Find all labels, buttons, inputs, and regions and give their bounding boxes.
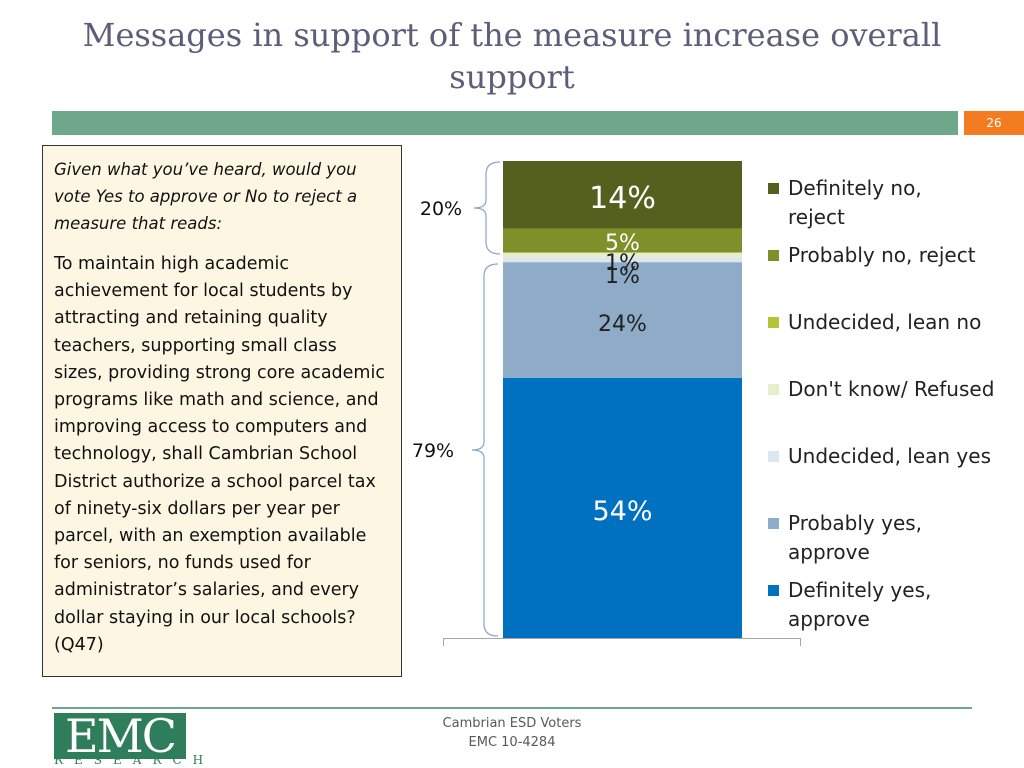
question-prompt: Given what you’ve heard, would you vote … bbox=[54, 160, 358, 233]
data-label: 1% bbox=[605, 251, 640, 276]
logo-research-text: RESEARCH bbox=[54, 753, 215, 767]
legend-label-probably-yes-approve: Probably yes, approve bbox=[788, 511, 922, 564]
bracket-label-reject: 20% bbox=[420, 198, 462, 220]
bar-segment-undecided-lean-yes bbox=[503, 257, 742, 263]
bar-segment-definitely-no-reject bbox=[503, 161, 742, 229]
footer-divider bbox=[52, 707, 972, 709]
measure-text: To maintain high academic achievement fo… bbox=[54, 254, 385, 655]
legend-label-definitely-no-reject: Definitely no, reject bbox=[788, 176, 922, 229]
bracket-label-approve: 79% bbox=[412, 440, 454, 462]
data-label: 14% bbox=[589, 181, 656, 216]
legend-swatch-definitely-yes-approve bbox=[768, 585, 779, 596]
legend-swatch-undecided-lean-yes bbox=[768, 451, 779, 462]
logo-emc-text: EMC bbox=[54, 713, 186, 759]
data-label: 1% bbox=[605, 264, 640, 289]
legend-swatch-don-t-know-refused bbox=[768, 384, 779, 395]
question-box: Given what you’ve heard, would you vote … bbox=[42, 145, 402, 677]
bar-segment-probably-no-reject bbox=[503, 228, 742, 253]
data-label: 24% bbox=[598, 312, 647, 337]
page-number: 26 bbox=[964, 111, 1024, 135]
legend-label-probably-no-reject: Probably no, reject bbox=[788, 243, 976, 267]
bar-segment-probably-yes-approve bbox=[503, 262, 742, 378]
footer-line-1: Cambrian ESD Voters bbox=[442, 716, 582, 731]
footer-line-2: EMC 10-4284 bbox=[468, 735, 556, 750]
title-divider-bar bbox=[52, 111, 958, 135]
legend-swatch-probably-no-reject bbox=[768, 250, 779, 261]
data-label: 5% bbox=[605, 231, 640, 256]
stacked-bar-chart: 54%24%1%1%5%14%20%79%Definitely no, rejec… bbox=[412, 161, 994, 646]
bar-segment-definitely-yes-approve bbox=[503, 377, 742, 638]
legend-label-definitely-yes-approve: Definitely yes, approve bbox=[788, 578, 931, 631]
footer-text: Cambrian ESD Voters EMC 10-4284 bbox=[380, 714, 644, 752]
bar-segment-don-t-know-refused bbox=[503, 252, 742, 258]
legend-swatch-undecided-lean-no bbox=[768, 317, 779, 328]
legend-label-undecided-lean-yes: Undecided, lean yes bbox=[788, 444, 991, 468]
bracket-approve bbox=[471, 263, 499, 637]
legend-label-don-t-know-refused: Don't know/ Refused bbox=[788, 377, 994, 401]
slide-title: Messages in support of the measure incre… bbox=[82, 16, 942, 96]
legend-swatch-definitely-no-reject bbox=[768, 183, 779, 194]
legend-swatch-probably-yes-approve bbox=[768, 518, 779, 529]
legend-label-undecided-lean-no: Undecided, lean no bbox=[788, 310, 981, 334]
bracket-reject bbox=[473, 161, 501, 255]
emc-logo: EMC RESEARCH bbox=[52, 709, 215, 768]
data-label: 54% bbox=[592, 496, 652, 527]
